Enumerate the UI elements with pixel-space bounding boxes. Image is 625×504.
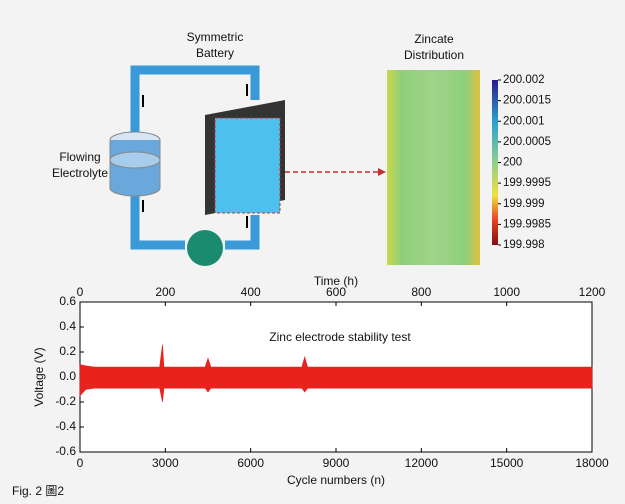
x-tick-label: 3000: [152, 456, 179, 470]
x2-tick-label: 0: [77, 285, 84, 299]
y-tick-label: -0.4: [55, 419, 76, 433]
x-tick-label: 12000: [405, 456, 439, 470]
x-tick-label: 6000: [237, 456, 264, 470]
x2-tick-label: 1000: [493, 285, 520, 299]
pump: [187, 230, 223, 266]
x-axis-label: Cycle numbers (n): [287, 473, 385, 487]
battery-cell: [215, 118, 280, 213]
x2-tick-label: 600: [326, 285, 346, 299]
y-tick-label: 0.6: [59, 294, 76, 308]
tank-level: [110, 152, 160, 168]
y-tick-label: 0.4: [59, 319, 76, 333]
colorbar: [492, 80, 498, 245]
x-tick-label: 9000: [323, 456, 350, 470]
y-tick-label: 0.0: [59, 369, 76, 383]
y-axis-label: Voltage (V): [32, 347, 46, 406]
zincate-label: Distribution: [404, 48, 464, 62]
caption: Fig. 2 圖2: [12, 484, 64, 498]
x-tick-label: 0: [77, 456, 84, 470]
x2-tick-label: 200: [155, 285, 175, 299]
colorbar-tick-label: 200.0015: [503, 95, 551, 107]
colorbar-tick-label: 199.999: [503, 198, 545, 210]
y-tick-label: -0.6: [55, 444, 76, 458]
colorbar-tick-label: 199.9995: [503, 177, 551, 189]
x2-tick-label: 400: [241, 285, 261, 299]
electrolyte-label: Electrolyte: [52, 166, 108, 180]
battery-label: Battery: [196, 46, 234, 60]
colorbar-tick-label: 200.0005: [503, 136, 551, 148]
heatmap: [387, 70, 480, 265]
chart-title: Zinc electrode stability test: [269, 330, 411, 344]
colorbar-tick-label: 200: [503, 157, 522, 169]
y-tick-label: -0.2: [55, 394, 76, 408]
x-tick-label: 18000: [575, 456, 609, 470]
colorbar-tick-label: 200.002: [503, 74, 545, 86]
y-tick-label: 0.2: [59, 344, 76, 358]
colorbar-tick-label: 200.001: [503, 115, 545, 127]
electrolyte-label: Flowing: [59, 150, 100, 164]
x2-tick-label: 1200: [579, 285, 606, 299]
battery-label: Symmetric: [187, 30, 244, 44]
x2-tick-label: 800: [411, 285, 431, 299]
zincate-label: Zincate: [414, 32, 454, 46]
colorbar-tick-label: 199.9985: [503, 218, 551, 230]
colorbar-tick-label: 199.998: [503, 239, 545, 251]
x-tick-label: 15000: [490, 456, 524, 470]
figure: Symmetric Battery Flowing Electrolyte Zi…: [0, 0, 625, 504]
